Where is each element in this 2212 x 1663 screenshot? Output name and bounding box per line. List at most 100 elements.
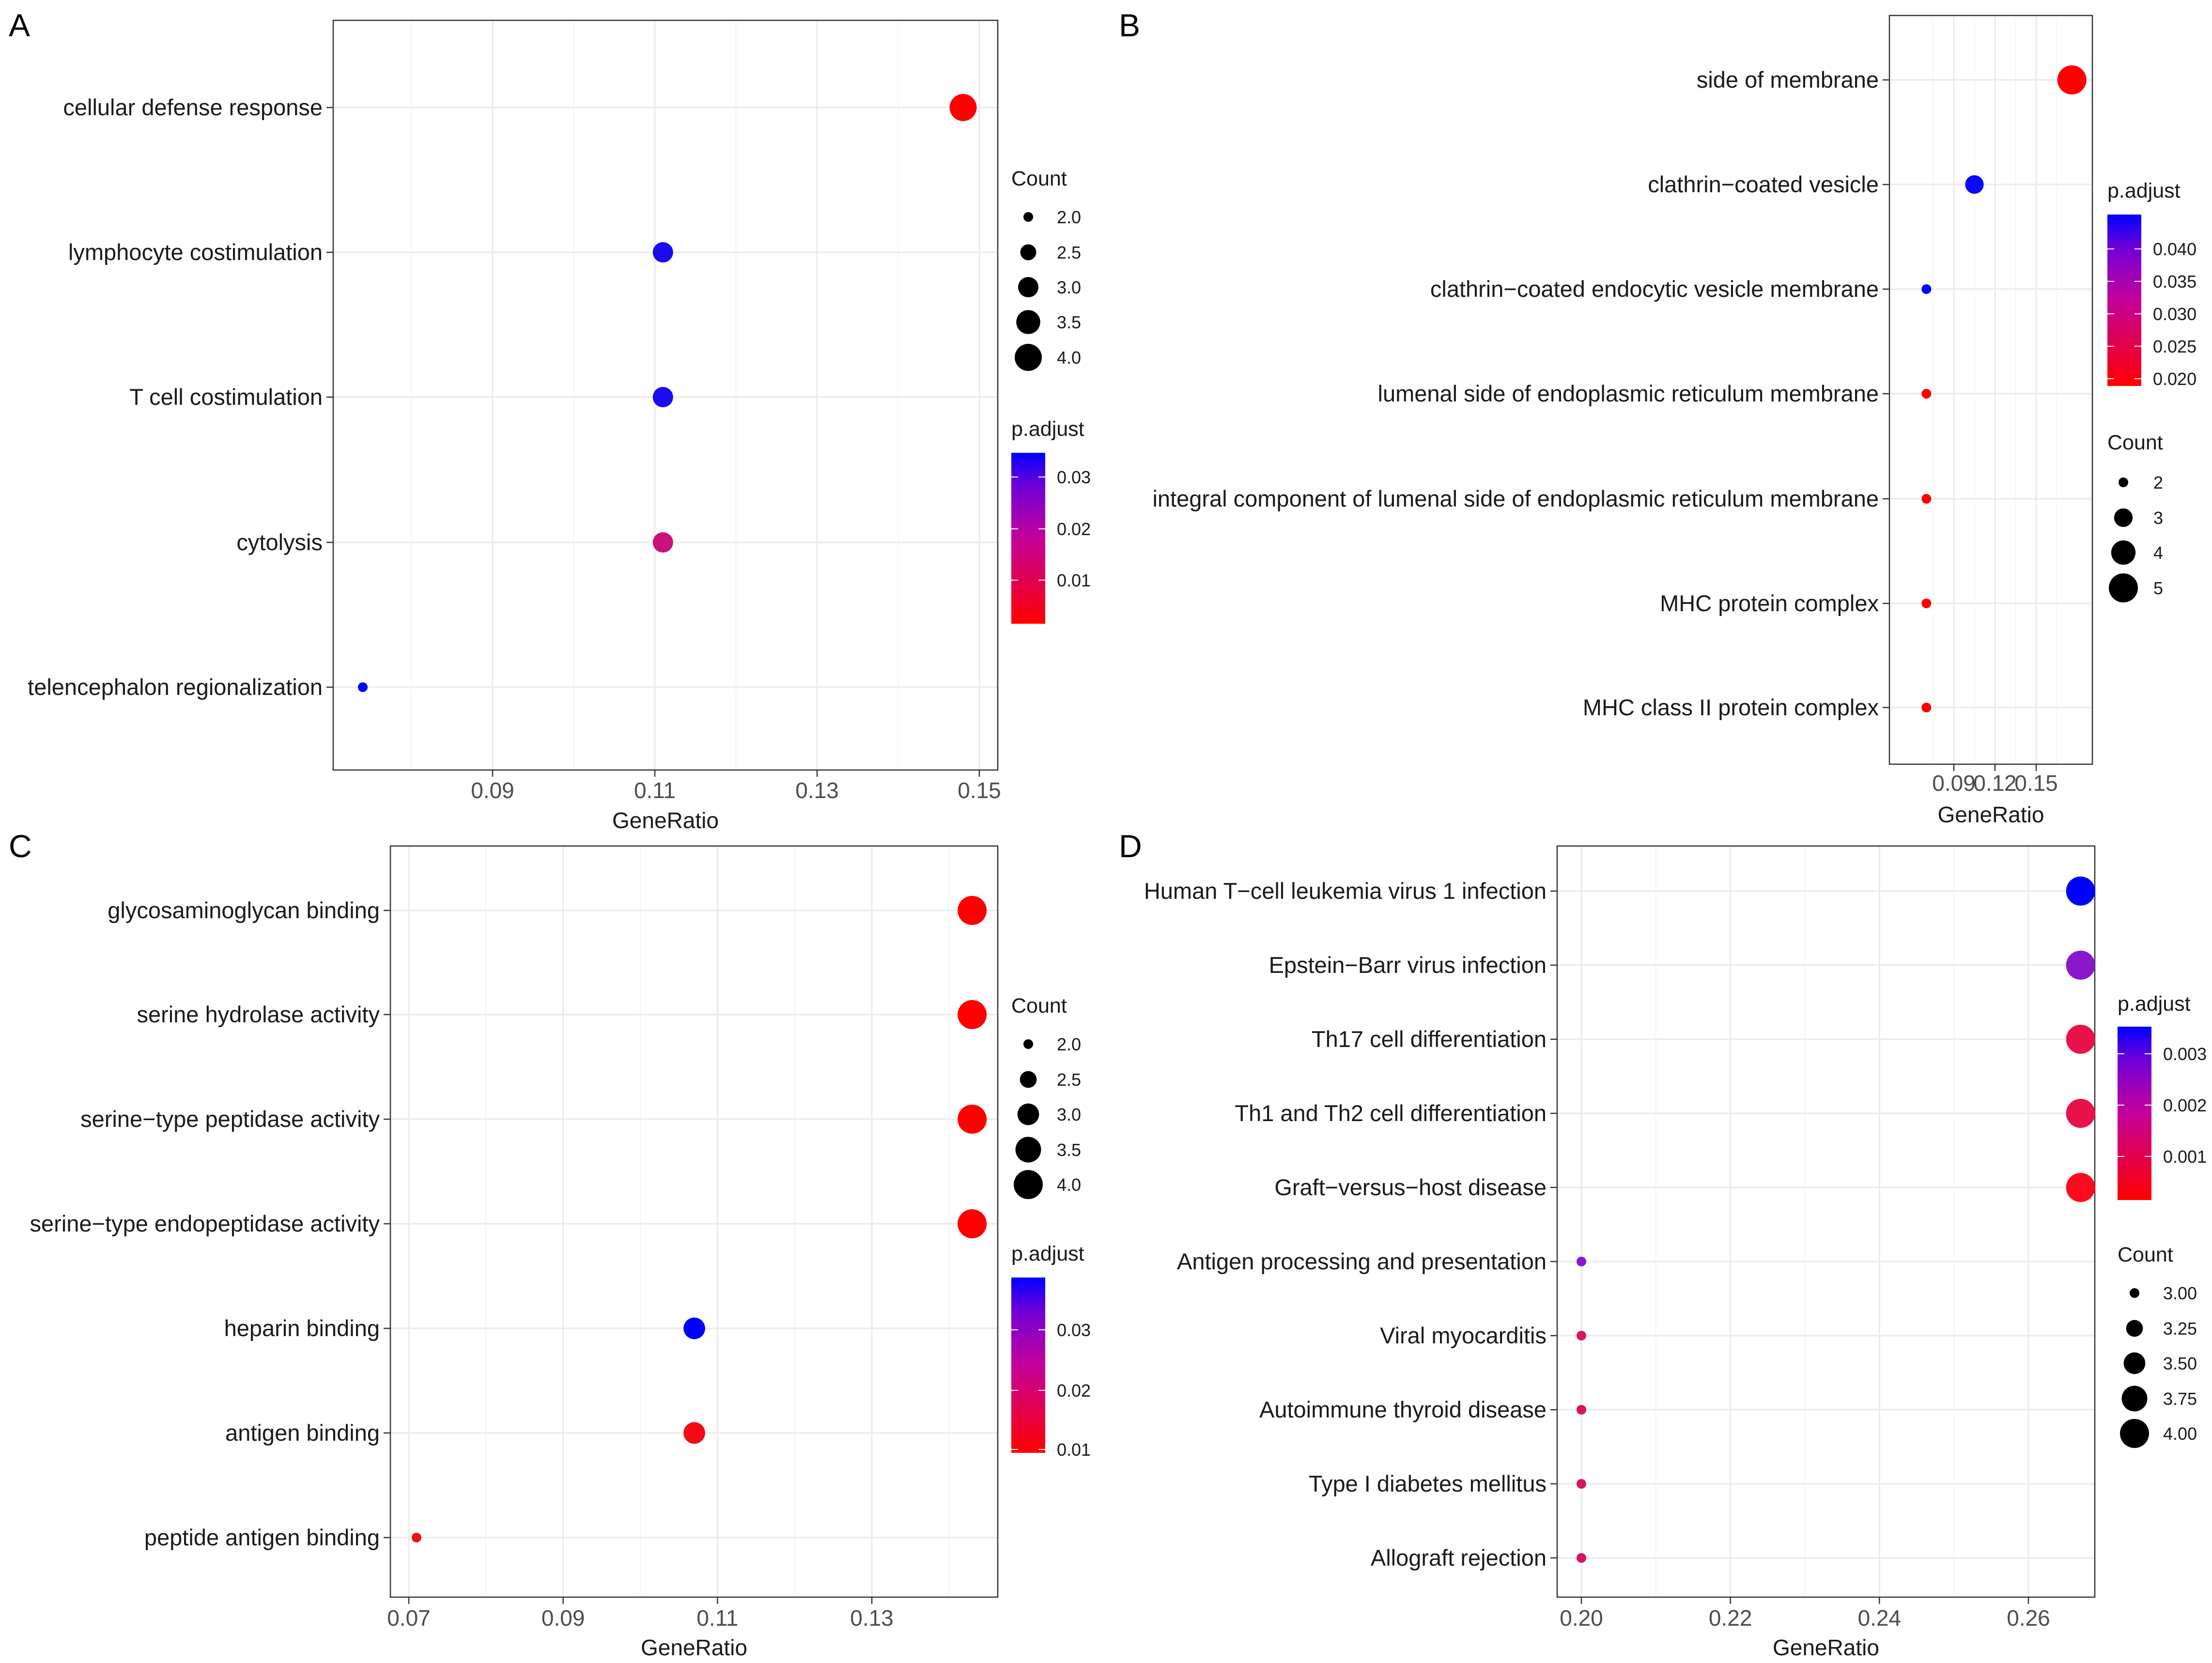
count-legend-title: Count <box>1011 994 1067 1017</box>
count-legend-dot <box>2109 573 2138 602</box>
padjust-colorbar <box>2118 1027 2151 1200</box>
padjust-legend: p.adjust 0.03 0.02 0.01 <box>1011 417 1091 624</box>
plot-frame <box>1888 15 2093 765</box>
count-legend-dot <box>1020 244 1036 261</box>
count-legend-label: 3.75 <box>2163 1389 2197 1409</box>
data-point <box>2066 951 2095 980</box>
count-legend-label: 2.5 <box>1057 243 1081 262</box>
x-tick-label: 0.26 <box>2007 1605 2050 1631</box>
term-label: lumenal side of endoplasmic reticulum me… <box>1378 381 1879 406</box>
data-point <box>683 1317 705 1340</box>
x-tick-label: 0.09 <box>1932 770 1976 796</box>
data-point <box>1965 175 1984 194</box>
term-label: clathrin−coated vesicle <box>1648 171 1879 197</box>
term-label: cellular defense response <box>63 94 323 120</box>
count-legend: Count 2.0 2.5 3.0 3.5 4.0 <box>1011 994 1081 1199</box>
term-label: peptide antigen binding <box>144 1524 380 1550</box>
padjust-legend-label: 0.03 <box>1057 1320 1091 1340</box>
term-label: clathrin−coated endocytic vesicle membra… <box>1430 276 1879 302</box>
plot-frame <box>389 845 999 1598</box>
data-point <box>652 386 673 408</box>
count-legend-label: 2.5 <box>1057 1070 1081 1090</box>
count-legend-dot <box>1017 1103 1039 1125</box>
count-legend-title: Count <box>2107 431 2163 454</box>
term-label: MHC class II protein complex <box>1583 694 1879 720</box>
x-tick-label: 0.12 <box>1973 770 2017 796</box>
count-legend-label: 2 <box>2153 473 2163 493</box>
padjust-colorbar <box>1011 1278 1045 1453</box>
x-tick-label: 0.11 <box>634 778 676 803</box>
panel-label: C <box>9 828 32 864</box>
padjust-legend-label: 0.002 <box>2163 1095 2207 1115</box>
term-label: lymphocyte costimulation <box>68 239 323 265</box>
panel-label: B <box>1119 7 1140 43</box>
data-point <box>1921 703 1932 712</box>
count-legend-dot <box>2123 1352 2146 1374</box>
term-label: Th1 and Th2 cell differentiation <box>1235 1100 1547 1126</box>
count-legend-label: 3.0 <box>1057 277 1081 297</box>
data-point <box>1577 1405 1586 1415</box>
x-tick-label: 0.13 <box>795 778 839 803</box>
x-tick-label: 0.15 <box>2014 770 2058 796</box>
count-legend-label: 4 <box>2153 543 2163 563</box>
count-legend-dot <box>2120 1419 2149 1448</box>
padjust-legend-title: p.adjust <box>2107 179 2181 202</box>
count-legend-dot <box>1015 344 1042 371</box>
x-tick-label: 0.07 <box>387 1605 431 1631</box>
padjust-legend-label: 0.003 <box>2163 1044 2207 1064</box>
plot-frame <box>332 19 999 771</box>
count-legend-label: 4.0 <box>1057 348 1081 368</box>
count-legend-label: 4.00 <box>2163 1424 2197 1444</box>
count-legend-label: 3.50 <box>2163 1354 2197 1373</box>
term-label: side of membrane <box>1697 67 1879 92</box>
data-point <box>958 896 987 925</box>
term-label: serine hydrolase activity <box>137 1001 380 1027</box>
count-legend-dot <box>1014 1170 1043 1199</box>
panel-label: D <box>1119 828 1142 864</box>
count-legend-label: 3.5 <box>1057 1140 1081 1160</box>
data-point <box>2066 1099 2095 1128</box>
count-legend-dot <box>2119 477 2128 487</box>
padjust-legend-label: 0.020 <box>2153 369 2197 389</box>
padjust-legend-label: 0.02 <box>1057 519 1091 539</box>
term-label: serine−type peptidase activity <box>80 1106 380 1132</box>
padjust-legend-title: p.adjust <box>2118 992 2191 1016</box>
padjust-legend-label: 0.03 <box>1057 467 1091 487</box>
term-label: antigen binding <box>225 1420 380 1446</box>
data-point <box>1577 1479 1586 1489</box>
x-tick-label: 0.22 <box>1709 1605 1752 1631</box>
count-legend-title: Count <box>1011 167 1067 190</box>
count-legend-title: Count <box>2118 1243 2173 1266</box>
term-label: integral component of lumenal side of en… <box>1152 486 1879 511</box>
data-point <box>949 94 977 121</box>
term-label: Th17 cell differentiation <box>1312 1026 1547 1052</box>
data-point <box>1921 389 1932 399</box>
padjust-legend-label: 0.001 <box>2163 1147 2207 1167</box>
data-point <box>1577 1553 1586 1563</box>
count-legend-dot <box>2121 1386 2148 1412</box>
term-label: Viral myocarditis <box>1380 1323 1547 1348</box>
data-point <box>683 1422 705 1444</box>
gridlines <box>390 846 998 1597</box>
plot-frame <box>1556 845 2096 1598</box>
gridlines <box>1889 15 2092 764</box>
term-label: MHC protein complex <box>1660 590 1879 616</box>
data-point <box>2066 1025 2095 1054</box>
panel-label: A <box>9 7 30 43</box>
data-point <box>358 682 368 692</box>
data-point <box>1921 284 1932 294</box>
count-legend-label: 4.0 <box>1057 1175 1081 1195</box>
padjust-legend-label: 0.040 <box>2153 239 2197 259</box>
x-tick-label: 0.09 <box>471 778 514 803</box>
padjust-legend-label: 0.02 <box>1057 1381 1091 1401</box>
padjust-legend: p.adjust 0.040 0.035 0.030 0.025 0.020 <box>2107 179 2197 389</box>
data-point <box>652 242 673 263</box>
data-point <box>958 1209 987 1238</box>
count-legend-label: 2.0 <box>1057 1034 1081 1054</box>
count-legend-dot <box>1018 277 1039 298</box>
padjust-legend-label: 0.01 <box>1057 570 1091 590</box>
padjust-legend: p.adjust 0.003 0.002 0.001 <box>2118 992 2207 1200</box>
